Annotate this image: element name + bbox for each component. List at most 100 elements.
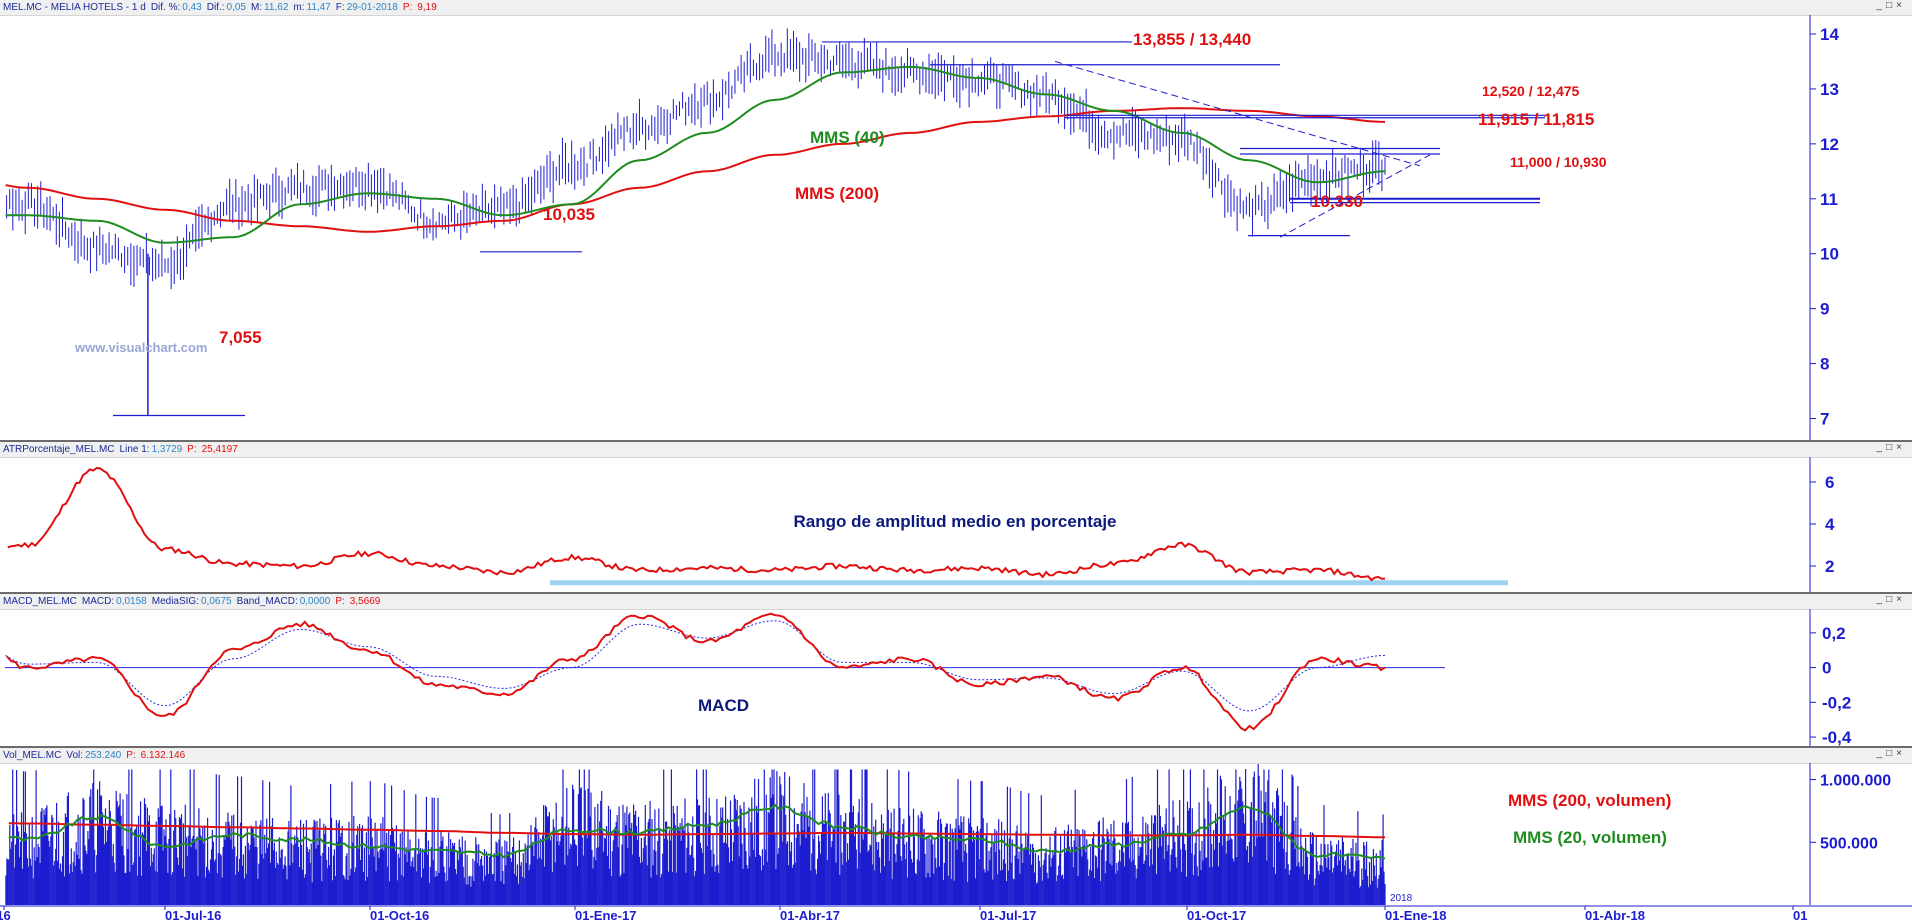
y-tick-label: 13 (1820, 80, 1839, 99)
macd-line (6, 612, 1386, 732)
header-field-value: 0,43 (182, 2, 202, 13)
macd-chart[interactable]: 0,2 0 -0,2 -0,4 MACD (0, 609, 1912, 746)
header-field-label: MACD: (81, 596, 115, 607)
header-field-label: M: (250, 2, 263, 13)
y-tick-label: 500.000 (1820, 835, 1878, 852)
macd-panel: MACD_MEL.MC MACD: 0,0158 MediaSIG: 0,0675 Ban… (0, 594, 1912, 746)
header-series-name: Vol_MEL.MC (3, 750, 62, 761)
level-label-11000: 11,000 / 10,930 (1510, 154, 1607, 170)
header-field-value: 25,4197 (201, 444, 238, 455)
header-field-label: Line 1: (119, 444, 150, 455)
x-tick-label: -16 (0, 908, 11, 922)
panel-separator[interactable] (0, 592, 1912, 594)
y-tick-label: 2 (1825, 557, 1834, 576)
level-label-13855: 13,855 / 13,440 (1133, 30, 1251, 49)
header-field-label: Vol: (66, 750, 84, 761)
y-tick-label: -0,2 (1822, 693, 1851, 712)
macd-panel-window-controls: _□× (1877, 594, 1906, 605)
panel-separator[interactable] (0, 746, 1912, 748)
y-tick-label: 0,2 (1822, 624, 1846, 643)
y-tick-label: 0 (1822, 659, 1831, 678)
header-field-value: 0,0675 (200, 596, 232, 607)
y-tick-label: 9 (1820, 300, 1829, 319)
x-tick-label: 01-Oct-17 (1187, 908, 1246, 922)
volume-chart[interactable]: 1.000.000 500.000 MMS (200, volumen) MMS (2… (0, 763, 1912, 905)
close-icon[interactable]: × (1896, 442, 1906, 453)
volume-bars (5, 764, 1386, 905)
maximize-icon[interactable]: □ (1886, 0, 1897, 11)
close-icon[interactable]: × (1896, 748, 1906, 759)
header-field-value: 1,3729 (151, 444, 183, 455)
header-field-label: P: (335, 596, 345, 607)
atr-line (7, 466, 1386, 582)
price-chart[interactable]: 14 13 12 11 10 9 8 7 MMS (40) MMS (200) 13,855 / 1… (0, 15, 1912, 440)
trend-line (1279, 154, 1431, 238)
header-field-label: P: (402, 2, 413, 13)
header-field-label: Dif. %: (150, 2, 181, 13)
vol-mms200-label: MMS (200, volumen) (1508, 791, 1671, 810)
vol-mms20-line (8, 803, 1386, 860)
header-field-value: 11,62 (264, 2, 289, 13)
atr-panel: ATRPorcentaje_MEL.MC Line 1: 1,3729 P: 25,41… (0, 442, 1912, 592)
header-series-name: MEL.MC - MELIA HOTELS - 1 d (3, 2, 146, 13)
year-marker: 2017 (580, 893, 603, 904)
level-label-11915: 11,915 / 11,815 (1478, 110, 1594, 129)
y-tick-label: 6 (1825, 473, 1834, 492)
header-field-label: MediaSIG: (151, 596, 199, 607)
minimize-icon[interactable]: _ (1876, 748, 1887, 759)
x-tick-label: 01-Ene-17 (575, 908, 636, 922)
header-field-label: P: (126, 750, 136, 761)
x-tick-label: 01-Abr-18 (1585, 908, 1645, 922)
macd-title: MACD (698, 696, 749, 715)
volume-panel-window-controls: _□× (1877, 748, 1906, 759)
x-axis: -16 01-Jul-16 01-Oct-16 01-Ene-17 01-Abr-17 0… (0, 905, 1912, 922)
header-field-label: F: (335, 2, 345, 13)
price-panel-header: MEL.MC - MELIA HOTELS - 1 d Dif. %: 0,43 Di… (0, 0, 1912, 16)
y-tick-label: 4 (1825, 515, 1835, 534)
close-icon[interactable]: × (1896, 0, 1906, 11)
header-field-label: P: (187, 444, 197, 455)
level-label-7055: 7,055 (219, 328, 262, 347)
trend-line (1054, 60, 1421, 167)
atr-chart[interactable]: 6 4 2 Rango de amplitud medio en porcentaje (0, 457, 1912, 592)
atr-panel-header: ATRPorcentaje_MEL.MC Line 1: 1,3729 P: 25,41… (0, 442, 1912, 458)
level-label-10330: 10,330 (1311, 192, 1363, 211)
watermark: www.visualchart.com (74, 340, 207, 355)
y-tick-label: 11 (1820, 190, 1838, 209)
close-icon[interactable]: × (1896, 594, 1906, 605)
mms200-line (5, 107, 1386, 233)
mms200-label: MMS (200) (795, 184, 879, 203)
vol-mms200-line (8, 822, 1386, 839)
y-tick-label: -0,4 (1822, 728, 1852, 746)
minimize-icon[interactable]: _ (1876, 594, 1887, 605)
vol-mms20-label: MMS (20, volumen) (1513, 828, 1667, 847)
mms40-line (5, 65, 1386, 244)
macd-signal-line (5, 620, 1386, 712)
maximize-icon[interactable]: □ (1886, 442, 1897, 453)
x-tick-label: 01-Abr-17 (780, 908, 840, 922)
maximize-icon[interactable]: □ (1886, 748, 1897, 759)
header-field-label: m: (293, 2, 305, 13)
header-field-value: 29-01-2018 (346, 2, 398, 13)
x-tick-label: 01-Ene-18 (1385, 908, 1446, 922)
panel-separator[interactable] (0, 440, 1912, 442)
header-field-value: 253.240 (85, 750, 122, 761)
x-tick-label: 01-Jul-17 (980, 908, 1036, 922)
minimize-icon[interactable]: _ (1876, 0, 1887, 11)
minimize-icon[interactable]: _ (1876, 442, 1887, 453)
header-field-value: 9,19 (417, 2, 437, 13)
x-tick-label: 01 (1793, 908, 1807, 922)
y-tick-label: 1.000.000 (1820, 773, 1891, 790)
atr-panel-window-controls: _□× (1877, 442, 1906, 453)
y-tick-label: 7 (1820, 410, 1829, 429)
header-field-value: 0,0158 (116, 596, 147, 607)
y-tick-label: 10 (1820, 245, 1839, 264)
header-field-value: 6.132.146 (140, 750, 186, 761)
y-tick-label: 14 (1820, 25, 1839, 44)
maximize-icon[interactable]: □ (1886, 594, 1897, 605)
header-field-value: 0,05 (226, 2, 246, 13)
macd-panel-header: MACD_MEL.MC MACD: 0,0158 MediaSIG: 0,0675 Ban… (0, 594, 1912, 610)
price-panel: MEL.MC - MELIA HOTELS - 1 d Dif. %: 0,43 Di… (0, 0, 1912, 440)
header-field-label: Dif.: (206, 2, 225, 13)
header-field-label: Band_MACD: (236, 596, 298, 607)
